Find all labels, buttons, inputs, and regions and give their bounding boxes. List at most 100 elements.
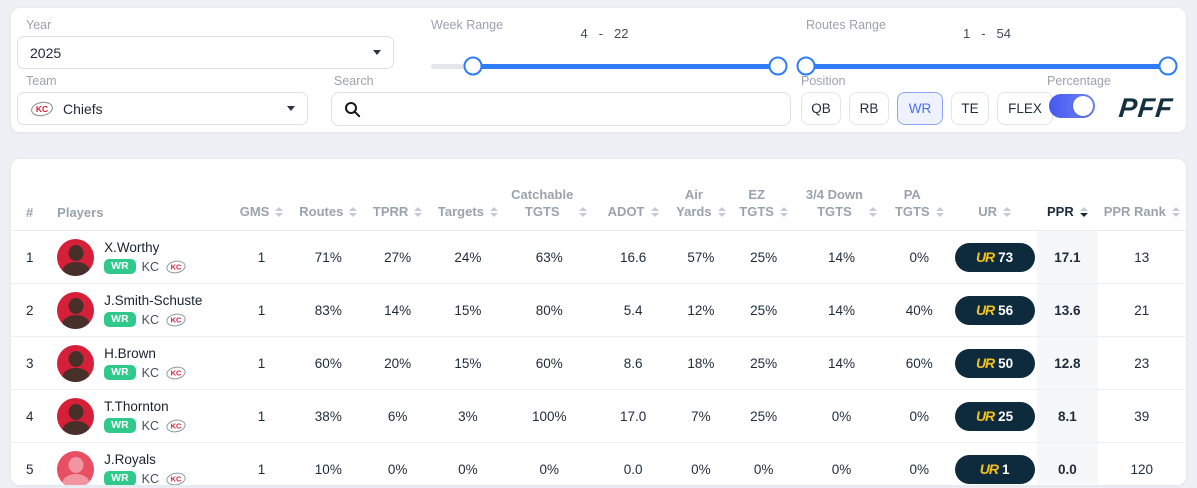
avatar-silhouette-body <box>62 261 90 276</box>
week-range-slider[interactable] <box>431 56 788 76</box>
routes-range-max-handle[interactable] <box>1158 56 1178 76</box>
ur-logo-icon: UR <box>975 302 995 318</box>
filter-panel: Year 2025 Week Range 4 - 22 Routes Range… <box>10 7 1187 133</box>
col-header-pa-tgts[interactable]: PA TGTS <box>886 159 952 231</box>
col-header-catchable-tgts[interactable]: Catchable TGTS <box>503 159 596 231</box>
cell-ur: UR 73 <box>951 230 1038 284</box>
col-header-ur[interactable]: UR <box>951 159 1038 231</box>
cell-gms: 1 <box>228 336 295 390</box>
routes-range-label: Routes Range <box>806 18 886 32</box>
col-header-rank: # <box>11 159 52 231</box>
svg-text:KC: KC <box>36 104 48 114</box>
routes-range-min-handle[interactable] <box>796 56 816 76</box>
cell-air-yards: 7% <box>670 389 731 443</box>
col-header-targets[interactable]: Targets <box>432 159 504 231</box>
position-button-qb[interactable]: QB <box>801 92 841 125</box>
chiefs-logo-icon: KC <box>166 260 186 273</box>
cell-routes: 10% <box>294 442 363 485</box>
sort-icon <box>717 207 726 217</box>
cell-pa-tgts: 0% <box>886 389 952 443</box>
cell-ez-tgts: 0% <box>731 442 797 485</box>
col-header-gms[interactable]: GMS <box>228 159 295 231</box>
col-header-routes[interactable]: Routes <box>294 159 363 231</box>
cell-adot: 17.0 <box>595 389 671 443</box>
ur-value: 25 <box>998 408 1014 424</box>
cell-ur: UR 25 <box>951 389 1038 443</box>
table-row[interactable]: 4 T.Thornton WR KC <box>11 389 1186 443</box>
player-cell: X.Worthy WR KC KC <box>51 230 229 284</box>
year-value: 2025 <box>30 44 62 61</box>
search-icon <box>345 101 361 117</box>
position-button-wr[interactable]: WR <box>897 92 943 125</box>
player-team: KC <box>141 418 160 433</box>
col-header-34-down-tgts[interactable]: 3/4 Down TGTS <box>796 159 887 231</box>
col-header-adot[interactable]: ADOT <box>595 159 671 231</box>
player-name[interactable]: J.Smith-Schuste <box>104 292 203 308</box>
player-name[interactable]: X.Worthy <box>104 239 160 255</box>
search-input[interactable] <box>369 100 778 118</box>
player-team: KC <box>141 471 160 486</box>
position-button-flex[interactable]: FLEX <box>997 92 1053 125</box>
row-rank: 1 <box>11 230 52 284</box>
ur-badge: UR 1 <box>954 454 1035 484</box>
col-header-players: Players <box>51 159 229 231</box>
pff-logo: PFF <box>1117 93 1175 123</box>
table-row[interactable]: 5 J.Royals WR KC <box>11 442 1186 486</box>
cell-tprr: 27% <box>362 230 433 284</box>
cell-ppr: 13.6 <box>1037 283 1098 337</box>
col-header-ez-tgts[interactable]: EZ TGTS <box>731 159 797 231</box>
ur-logo-icon: UR <box>975 355 995 371</box>
cell-34-down-tgts: 0% <box>796 389 887 443</box>
sort-icon <box>579 207 588 217</box>
ur-logo-icon: UR <box>975 408 995 424</box>
search-box <box>331 92 791 126</box>
row-rank: 3 <box>11 336 52 390</box>
slider-fill <box>472 64 778 69</box>
table-row[interactable]: 1 X.Worthy WR KC <box>11 230 1186 284</box>
team-select[interactable]: KC Chiefs <box>17 92 308 125</box>
svg-text:KC: KC <box>171 262 182 271</box>
cell-ez-tgts: 25% <box>731 389 797 443</box>
position-badge: WR <box>104 311 136 328</box>
week-range-max-handle[interactable] <box>768 56 788 76</box>
sort-icon-active-desc <box>1079 207 1088 217</box>
col-header-tprr[interactable]: TPRR <box>362 159 433 231</box>
table-row[interactable]: 3 H.Brown WR KC <box>11 336 1186 390</box>
routes-range-slider[interactable] <box>796 56 1178 76</box>
cell-routes: 38% <box>294 389 363 443</box>
cell-adot: 16.6 <box>595 230 671 284</box>
team-value: Chiefs <box>63 100 103 117</box>
chiefs-logo-icon: KC <box>166 366 186 379</box>
col-header-ppr[interactable]: PPR <box>1037 159 1098 231</box>
sort-icon <box>650 207 659 217</box>
table-row[interactable]: 2 J.Smith-Schuste WR KC <box>11 283 1186 337</box>
player-name[interactable]: T.Thornton <box>104 398 169 414</box>
position-label: Position <box>801 74 846 88</box>
player-cell: J.Royals WR KC KC <box>51 442 229 486</box>
cell-pa-tgts: 0% <box>886 442 952 485</box>
col-header-ppr-rank[interactable]: PPR Rank <box>1097 159 1186 231</box>
avatar-silhouette-body <box>62 367 90 382</box>
position-button-te[interactable]: TE <box>951 92 989 125</box>
week-range-values: 4 - 22 <box>431 26 778 41</box>
ur-badge: UR 25 <box>954 401 1035 431</box>
player-name[interactable]: H.Brown <box>104 345 156 361</box>
avatar <box>57 238 95 276</box>
cell-ppr: 12.8 <box>1037 336 1098 390</box>
stats-table-panel: # Players GMS Routes TPRR Targets Catcha… <box>10 158 1187 486</box>
svg-text:KC: KC <box>171 421 182 430</box>
chiefs-logo-icon: KC <box>166 472 186 485</box>
week-range-min-handle[interactable] <box>463 56 483 76</box>
player-team: KC <box>141 365 160 380</box>
cell-gms: 1 <box>228 442 295 485</box>
col-header-air-yards[interactable]: Air Yards <box>670 159 731 231</box>
chevron-down-icon <box>287 106 295 111</box>
cell-ur: UR 56 <box>951 283 1038 337</box>
position-button-rb[interactable]: RB <box>849 92 889 125</box>
percentage-toggle[interactable] <box>1049 94 1095 118</box>
player-cell: H.Brown WR KC KC <box>51 336 229 390</box>
cell-targets: 24% <box>432 230 504 284</box>
year-select[interactable]: 2025 <box>17 36 394 69</box>
cell-adot: 8.6 <box>595 336 671 390</box>
player-name[interactable]: J.Royals <box>104 451 156 467</box>
